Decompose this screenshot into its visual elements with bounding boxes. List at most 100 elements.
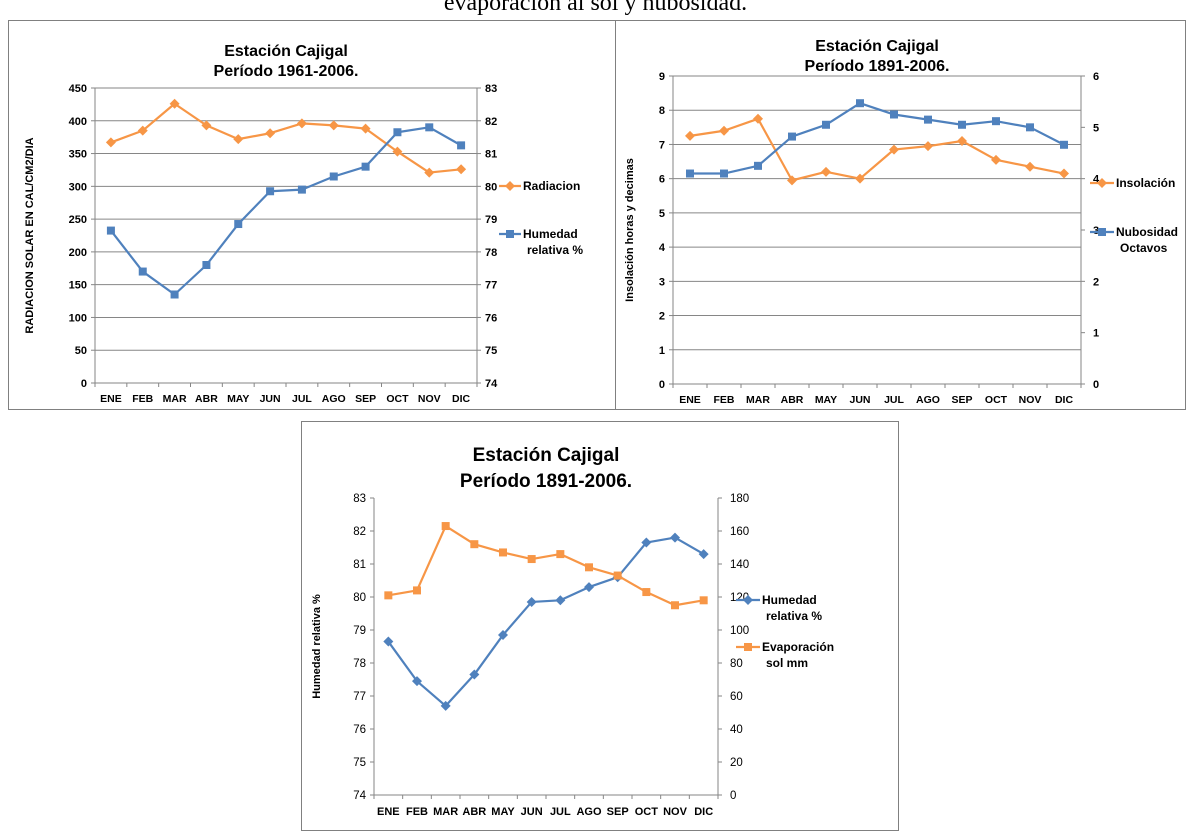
data-point — [720, 169, 728, 178]
data-point — [991, 154, 1001, 165]
data-point — [138, 267, 147, 276]
y-tick-label: 4 — [659, 242, 666, 254]
legend-label: Evaporación sol mm — [762, 640, 834, 670]
x-tick-label: AGO — [916, 394, 940, 406]
data-point — [584, 582, 594, 593]
y-tick-label: 150 — [69, 280, 87, 292]
data-point — [383, 636, 394, 647]
page-heading: evaporación al sol y nubosidad. — [443, 0, 748, 16]
data-point — [685, 130, 695, 141]
data-point — [412, 676, 422, 687]
y2-tick-label: 74 — [485, 378, 498, 390]
y2-tick-label: 76 — [485, 312, 497, 324]
data-point — [360, 123, 371, 134]
x-tick-label: OCT — [386, 393, 409, 405]
chart-frame-insolacion: Estación Cajigal Período 1891-2006. 0 1 2 3 4 5… — [615, 20, 1186, 410]
data-point — [170, 290, 179, 299]
x-tick-label: NOV — [1019, 394, 1042, 406]
x-tick-label: SEP — [951, 394, 972, 406]
chart-title-line: Estación Cajigal — [473, 445, 620, 466]
x-tick-label: AGO — [576, 806, 602, 818]
data-point — [169, 98, 180, 109]
data-point — [424, 167, 435, 178]
y-tick-label: 80 — [353, 592, 366, 604]
y-tick-label: 82 — [353, 526, 366, 538]
data-point — [855, 173, 865, 184]
data-point — [670, 532, 680, 543]
series-line — [388, 524, 704, 607]
chart-frame-evaporacion: Estación Cajigal Período 1891-2006. 74 75 76… — [301, 421, 899, 831]
x-tick-label: JUL — [292, 393, 312, 405]
data-point — [328, 120, 339, 131]
x-tick-label: AGO — [322, 393, 346, 405]
data-point — [585, 563, 593, 572]
data-point — [106, 226, 115, 235]
legend-marker — [744, 643, 752, 651]
x-tick-label: FEB — [132, 393, 153, 405]
data-point — [413, 586, 421, 595]
data-point — [699, 596, 708, 605]
data-point — [469, 669, 480, 680]
x-tick-label: ENE — [679, 394, 701, 406]
data-point — [233, 134, 244, 145]
y2-tick-label: 80 — [485, 181, 497, 193]
series-line — [387, 536, 705, 707]
data-point — [613, 571, 622, 580]
y-tick-label: 78 — [353, 658, 366, 670]
legend-marker — [1098, 228, 1106, 236]
y2-tick-label: 78 — [485, 247, 497, 259]
y-axis-label: Insolación horas y decimas — [624, 158, 636, 302]
y2-tick-label: 180 — [730, 493, 749, 505]
data-point — [890, 110, 898, 119]
data-point — [821, 166, 831, 177]
y2-tick-label: 20 — [730, 757, 743, 769]
data-point — [856, 99, 864, 108]
y-tick-label: 76 — [353, 724, 366, 736]
y-tick-label: 0 — [81, 378, 87, 390]
x-tick-label: DIC — [694, 806, 713, 818]
data-point — [1059, 168, 1069, 179]
legend-marker — [1097, 178, 1107, 188]
y-tick-label: 5 — [659, 208, 665, 220]
data-point — [719, 125, 729, 136]
y2-tick-label: 1 — [1093, 328, 1099, 340]
chart-insolacion-nubosidad: Estación Cajigal Período 1891-2006. 0 1 2 3 4 5… — [624, 38, 1178, 406]
x-tick-label: SEP — [355, 393, 376, 405]
data-point — [556, 550, 565, 559]
y2-tick-label: 6 — [1093, 71, 1099, 83]
legend-label: Humedad relativa % — [762, 593, 822, 623]
legend-label: Radiacion — [523, 179, 580, 193]
data-point — [384, 591, 393, 600]
data-point — [822, 120, 830, 129]
data-point — [754, 161, 762, 170]
chart-radiacion-humedad: Estación Cajigal Período 1961-2006. 0 50 100… — [24, 43, 583, 405]
data-point — [992, 117, 1000, 126]
data-point — [440, 700, 451, 711]
legend-label: Insolación — [1116, 176, 1175, 190]
x-tick-label: OCT — [635, 806, 659, 818]
data-point — [1025, 161, 1035, 172]
x-tick-label: JUN — [521, 806, 543, 818]
y2-tick-label: 80 — [730, 658, 743, 670]
chart-title-line: Estación Cajigal — [224, 43, 348, 60]
data-point — [234, 220, 243, 229]
legend-label: Nubosidad Octavos — [1116, 225, 1178, 255]
y-tick-label: 350 — [69, 149, 87, 161]
data-point — [527, 555, 536, 564]
x-tick-label: MAY — [227, 393, 249, 405]
series-line — [110, 102, 462, 174]
data-point — [787, 175, 797, 186]
data-point — [526, 596, 537, 607]
y2-tick-label: 83 — [485, 83, 497, 95]
legend-marker — [743, 595, 753, 605]
data-point — [425, 123, 434, 132]
x-tick-label: JUN — [260, 393, 281, 405]
chart-humedad-evaporacion: Estación Cajigal Período 1891-2006. 74 75 76… — [311, 445, 834, 818]
data-point — [329, 172, 338, 181]
y2-tick-label: 100 — [730, 625, 749, 637]
x-tick-label: JUN — [849, 394, 870, 406]
x-tick-label: ENE — [377, 806, 400, 818]
y-tick-label: 6 — [659, 174, 665, 186]
data-point — [788, 132, 796, 141]
y-tick-label: 7 — [659, 139, 665, 151]
